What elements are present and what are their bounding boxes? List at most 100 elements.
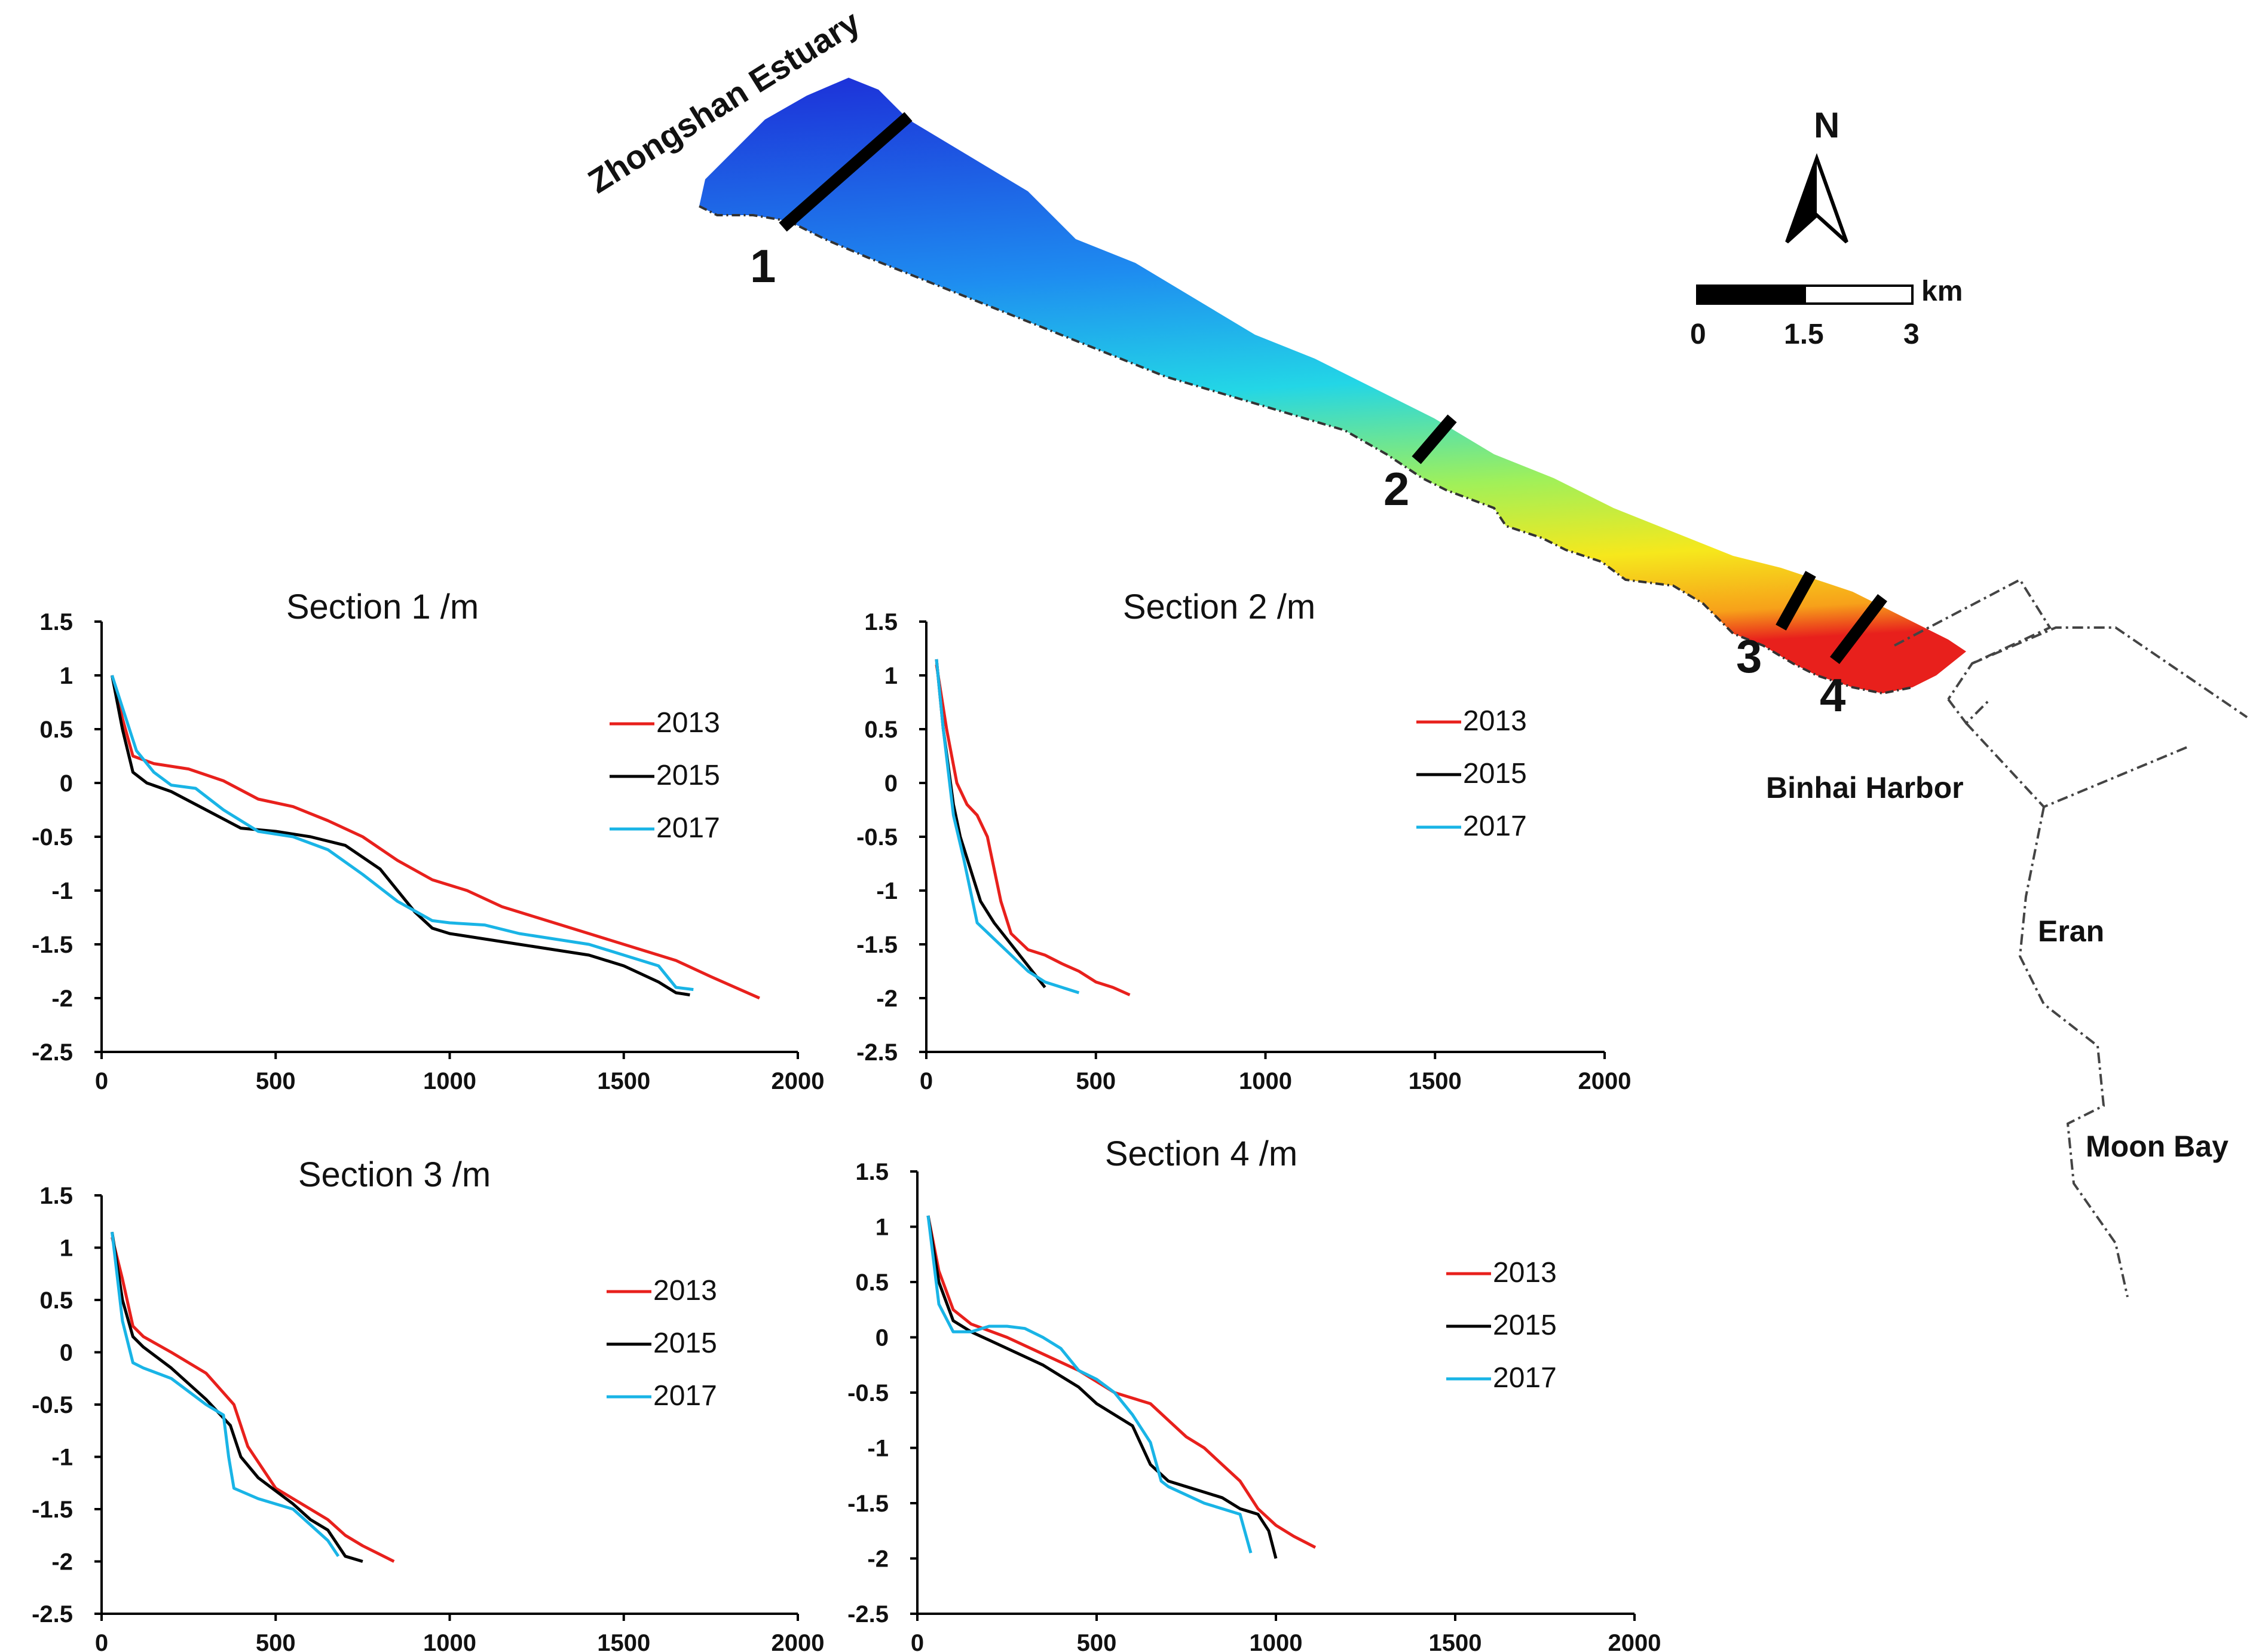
y-tick-label: 1 [60, 663, 73, 689]
legend-label-2013: 2013 [656, 707, 720, 739]
legend-label-2017: 2017 [653, 1380, 717, 1412]
chart-section-3: Section 3 /m -2.5 -2 -1.5 -1 -0.5 0 0.5 1 1.5 0 500… [32, 1155, 824, 1652]
y-tick-label: -2.5 [847, 1601, 889, 1627]
estuary-map: Zhongshan Estuary 1 2 3 4 N km 0 1.5 3 B… [581, 3, 2248, 1298]
moon-bay-label: Moon Bay [2086, 1130, 2229, 1163]
y-tick-label: 1.5 [855, 1159, 889, 1185]
chart-title: Section 4 /m [1105, 1134, 1297, 1173]
series-line-2017 [111, 1232, 340, 1558]
scale-bar: km 0 1.5 3 [1690, 276, 1963, 350]
y-tick-label: -0.5 [32, 824, 73, 851]
chart-section-1: Section 1 /m -2.5 -2 -1.5 -1 -0.5 0 0.5 1 1.5 0 500… [32, 588, 824, 1094]
section-label-1: 1 [750, 240, 776, 292]
x-tick-label: 0 [911, 1630, 924, 1652]
x-tick-label: 0 [95, 1068, 108, 1094]
binhai-harbor-label: Binhai Harbor [1766, 771, 1964, 804]
y-tick-label: -0.5 [32, 1392, 73, 1418]
bathymetry-strip [699, 78, 1966, 693]
legend-label-2017: 2017 [656, 812, 720, 844]
chart-section-4: Section 4 /m -2.5 -2 -1.5 -1 -0.5 0 0.5 1 1.5 0 500… [847, 1134, 1661, 1652]
y-tick-label: 1 [884, 663, 898, 689]
series-line-2015 [926, 1215, 1278, 1559]
x-tick-label: 1500 [1429, 1630, 1482, 1652]
y-tick-label: 1.5 [864, 609, 898, 635]
y-tick-label: -1 [51, 878, 73, 904]
x-tick-label: 0 [95, 1630, 108, 1652]
x-tick-label: 2000 [772, 1630, 825, 1652]
y-tick-label: -2.5 [856, 1039, 898, 1066]
series-line-2017 [926, 1215, 1253, 1553]
series-line-2013 [111, 675, 760, 1000]
x-tick-label: 500 [1076, 1068, 1116, 1094]
y-tick-label: -2.5 [32, 1039, 73, 1066]
legend-label-2017: 2017 [1463, 810, 1527, 842]
series-line-2013 [111, 1237, 395, 1563]
x-tick-label: 1000 [1250, 1630, 1303, 1652]
y-tick-label: 0 [876, 1325, 889, 1351]
x-tick-label: 1500 [1409, 1068, 1462, 1094]
section-line-3 [1776, 571, 1816, 631]
north-arrow: N [1785, 105, 1848, 244]
y-tick-label: 0.5 [39, 1287, 73, 1314]
y-tick-label: 0 [60, 1340, 73, 1366]
x-tick-label: 1000 [423, 1068, 476, 1094]
x-tick-label: 1500 [597, 1068, 650, 1094]
y-tick-label: -2 [867, 1546, 889, 1573]
x-tick-label: 1000 [1239, 1068, 1292, 1094]
x-tick-label: 1500 [597, 1630, 650, 1652]
x-tick-label: 0 [920, 1068, 933, 1094]
section-label-3: 3 [1736, 630, 1762, 683]
y-tick-label: -1 [51, 1445, 73, 1471]
y-tick-label: 0.5 [864, 717, 898, 743]
y-tick-label: -2 [876, 986, 898, 1012]
y-tick-label: -2 [51, 986, 73, 1012]
x-tick-label: 1000 [423, 1630, 476, 1652]
y-tick-label: 1 [876, 1214, 889, 1241]
shoreline [699, 205, 1913, 695]
section-line-4 [1830, 594, 1887, 665]
y-tick-label: 1.5 [39, 1183, 73, 1209]
section-label-2: 2 [1383, 463, 1409, 515]
section-lines [779, 112, 1887, 665]
scale-tick-0: 0 [1690, 319, 1706, 350]
scale-tick-1: 1.5 [1784, 319, 1824, 350]
series-line-2017 [111, 675, 694, 992]
legend-label-2015: 2015 [656, 760, 720, 791]
north-label: N [1814, 105, 1839, 145]
legend-label-2015: 2015 [1463, 758, 1527, 790]
chart-title: Section 3 /m [298, 1155, 491, 1194]
legend-label-2015: 2015 [653, 1327, 717, 1359]
y-tick-label: -1 [867, 1436, 889, 1462]
section-line-2 [1412, 414, 1457, 464]
scale-tick-2: 3 [1903, 319, 1920, 350]
x-tick-label: 2000 [1578, 1068, 1632, 1094]
legend-label-2013: 2013 [653, 1275, 717, 1307]
y-tick-label: -0.5 [847, 1380, 889, 1406]
y-tick-label: 0 [60, 770, 73, 797]
x-tick-label: 500 [256, 1068, 296, 1094]
chart-title: Section 1 /m [286, 588, 479, 626]
y-tick-label: -2.5 [32, 1601, 73, 1627]
series-line-2017 [935, 659, 1080, 995]
y-tick-label: 0.5 [855, 1269, 889, 1296]
legend-label-2013: 2013 [1493, 1257, 1557, 1289]
y-tick-label: -1.5 [32, 1497, 73, 1523]
y-tick-label: 1.5 [39, 609, 73, 635]
y-tick-label: 1 [60, 1235, 73, 1262]
y-tick-label: -0.5 [856, 824, 898, 851]
series-line-2015 [935, 659, 1046, 989]
legend-label-2015: 2015 [1493, 1310, 1557, 1341]
section-line-1 [779, 112, 913, 232]
scale-unit: km [1921, 276, 1963, 307]
x-tick-label: 2000 [1608, 1630, 1661, 1652]
series-line-2013 [935, 664, 1131, 996]
y-tick-label: -1.5 [847, 1491, 889, 1517]
chart-section-2: Section 2 /m -2.5 -2 -1.5 -1 -0.5 0 0.5 1 1.5 0 500… [856, 588, 1631, 1094]
x-tick-label: 500 [1077, 1630, 1117, 1652]
legend-label-2013: 2013 [1463, 705, 1527, 737]
series-line-2015 [111, 1231, 363, 1563]
y-tick-label: -1.5 [856, 932, 898, 958]
y-tick-label: -1 [876, 878, 898, 904]
y-tick-label: 0.5 [39, 717, 73, 743]
